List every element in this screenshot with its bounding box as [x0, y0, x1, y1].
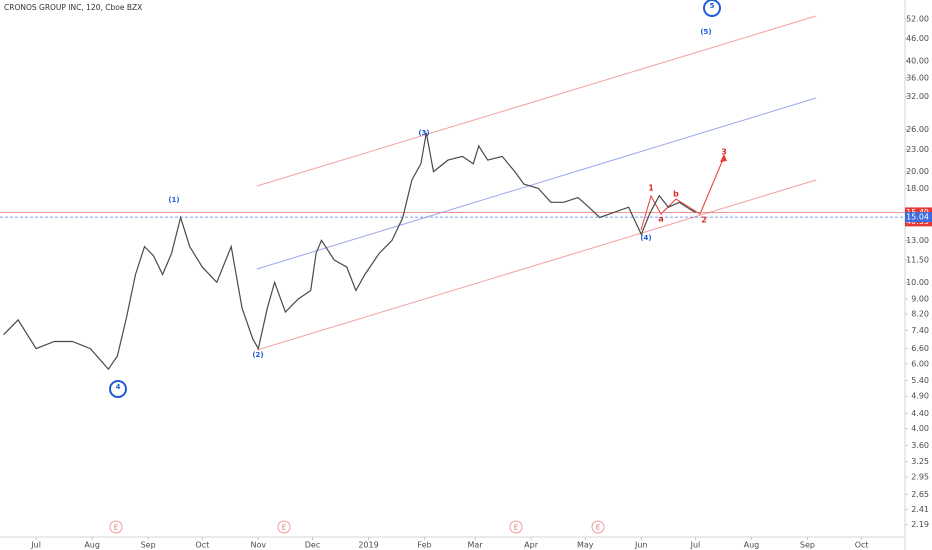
wave-circle — [109, 380, 127, 398]
chart-title: CRONOS GROUP INC, 120, Cboe BZX — [4, 3, 142, 12]
wave-circle — [703, 0, 721, 17]
y-tick-label: 26.00 — [906, 125, 929, 134]
y-tick-label: 11.50 — [906, 255, 929, 264]
event-label: E — [114, 524, 118, 532]
y-tick-label: 23.00 — [906, 145, 929, 154]
y-tick-label: 32.00 — [906, 92, 929, 101]
y-tick-label: 13.00 — [906, 236, 929, 245]
channel-upper — [256, 15, 817, 187]
y-tick-label: 2.19 — [911, 520, 929, 529]
x-tick-label: Sep — [141, 541, 156, 550]
y-tick-label: 40.00 — [906, 56, 929, 65]
y-tick-label: 4.00 — [911, 424, 929, 433]
wave-label: (1) — [168, 196, 179, 204]
y-tick-label: 7.40 — [911, 326, 929, 335]
y-tick-label: 2.41 — [911, 505, 929, 514]
x-tick-label: Oct — [195, 541, 209, 550]
wave-label: 5 — [710, 2, 715, 10]
channel-lower — [256, 179, 817, 351]
wave-label: (4) — [640, 234, 651, 242]
x-tick-label: Feb — [417, 541, 431, 550]
y-tick-label: 20.00 — [906, 167, 929, 176]
event-marker — [591, 520, 605, 534]
y-tick-label: 36.00 — [906, 73, 929, 82]
price-line — [3, 132, 696, 371]
sub-wave-label: a — [658, 215, 663, 224]
y-tick-label: 10.00 — [906, 278, 929, 287]
sub-wave-label: 1 — [648, 184, 654, 193]
x-tick-label: Sep — [800, 541, 815, 550]
sub-wave-label: 3 — [721, 148, 727, 157]
x-tick-label: 2019 — [358, 541, 378, 550]
y-tick-label: 2.65 — [911, 490, 929, 499]
x-tick-label: Mar — [468, 541, 484, 550]
x-tick-label: Oct — [855, 541, 869, 550]
sub-wave-label: 2 — [701, 216, 707, 225]
channel-middle — [256, 97, 817, 270]
x-tick-label: Aug — [744, 541, 760, 550]
sub-wave-label: b — [673, 190, 679, 199]
y-tick-label: 2.95 — [911, 473, 929, 482]
wave-label: (2) — [252, 351, 263, 359]
x-tick-label: Jun — [634, 541, 648, 550]
wave-label: 4 — [116, 383, 121, 391]
x-tick-label: Apr — [524, 541, 539, 550]
x-tick-label: Aug — [84, 541, 100, 550]
wave-label: (3) — [418, 129, 429, 137]
reference-price-label: 15.04 — [906, 213, 929, 222]
y-tick-label: 4.40 — [911, 409, 929, 418]
y-tick-label: 5.40 — [911, 376, 929, 385]
event-label: E — [282, 524, 286, 532]
y-tick-label: 3.25 — [911, 457, 929, 466]
x-tick-label: Dec — [305, 541, 320, 550]
x-tick-label: May — [577, 541, 594, 550]
y-tick-label: 6.00 — [911, 359, 929, 368]
y-tick-label: 18.00 — [906, 184, 929, 193]
reference-price-box — [905, 212, 932, 223]
x-tick-label: Jul — [690, 541, 701, 550]
y-tick-label: 8.20 — [911, 309, 929, 318]
event-marker — [277, 520, 291, 534]
y-tick-label: 9.00 — [911, 295, 929, 304]
event-marker — [509, 520, 523, 534]
y-tick-label: 52.00 — [906, 15, 929, 24]
wave-label: (5) — [700, 28, 711, 36]
y-tick-label: 6.60 — [911, 344, 929, 353]
event-marker — [109, 520, 123, 534]
x-tick-label: Jul — [30, 541, 41, 550]
x-tick-label: Nov — [251, 541, 267, 550]
event-label: E — [596, 524, 600, 532]
y-tick-label: 4.90 — [911, 392, 929, 401]
y-tick-label: 3.60 — [911, 441, 929, 450]
arrow-head — [720, 154, 727, 162]
event-label: E — [514, 524, 518, 532]
y-tick-label: 46.00 — [906, 34, 929, 43]
